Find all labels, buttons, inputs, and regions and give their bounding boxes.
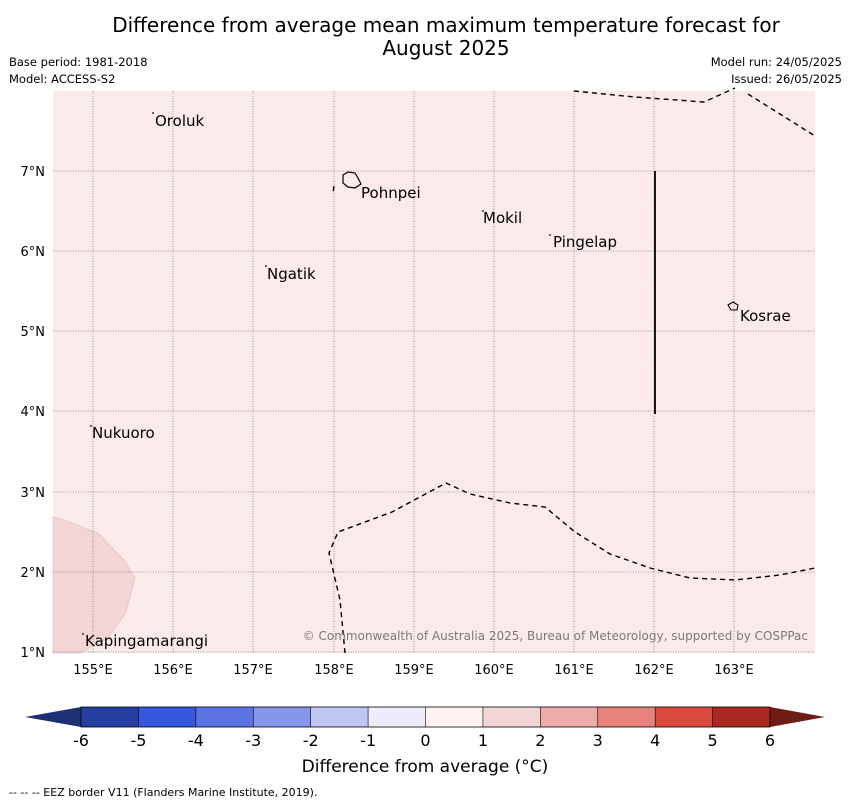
anomaly-region-0-1 bbox=[53, 91, 815, 653]
copyright-notice: © Commonwealth of Australia 2025, Bureau… bbox=[303, 629, 808, 643]
anomaly-region-1-2 bbox=[52, 516, 136, 654]
lon-label: 159°E bbox=[394, 663, 434, 678]
lat-label: 1°N bbox=[21, 646, 46, 661]
place-label-kapingamarangi: Kapingamarangi bbox=[85, 632, 208, 650]
run-info: Model run: 24/05/2025 Issued: 26/05/2025 bbox=[711, 54, 842, 88]
colorbar-extend-high bbox=[770, 707, 825, 727]
colorbar-tick-label: -1 bbox=[360, 731, 376, 750]
pohnpei-island-icon bbox=[342, 171, 362, 189]
place-label-kosrae: Kosrae bbox=[740, 307, 791, 325]
model-info: Base period: 1981-2018 Model: ACCESS-S2 bbox=[9, 54, 148, 88]
colorbar-tick-label: 6 bbox=[765, 731, 775, 750]
title-line-2: August 2025 bbox=[382, 36, 510, 60]
eez-border bbox=[328, 87, 816, 654]
base-period: Base period: 1981-2018 bbox=[9, 55, 148, 69]
atoll-markers bbox=[82, 112, 551, 635]
colorbar-tick-label: -2 bbox=[303, 731, 319, 750]
lon-label: 155°E bbox=[73, 663, 113, 678]
lon-tick-labels: 155°E 156°E 157°E 158°E 159°E 160°E 161°… bbox=[73, 663, 754, 678]
lat-label: 2°N bbox=[21, 566, 46, 581]
colorbar-tick-label: -5 bbox=[130, 731, 146, 750]
colorbar-segment bbox=[253, 707, 311, 727]
place-label-nukuoro: Nukuoro bbox=[92, 424, 155, 442]
lon-gridlines bbox=[92, 91, 735, 653]
colorbar-tick-label: -3 bbox=[245, 731, 261, 750]
colorbar-segment bbox=[597, 707, 656, 727]
model-name: Model: ACCESS-S2 bbox=[9, 72, 116, 86]
lon-label: 157°E bbox=[233, 663, 273, 678]
place-label-pingelap: Pingelap bbox=[553, 233, 617, 251]
colorbar: -6 -5 -4 -3 -2 -1 0 1 2 3 4 5 6 bbox=[25, 706, 825, 750]
colorbar-extend-low bbox=[25, 707, 81, 727]
colorbar-segment bbox=[712, 707, 771, 727]
colorbar-tick-label: 1 bbox=[478, 731, 488, 750]
colorbar-label: Difference from average (°C) bbox=[301, 757, 549, 777]
colorbar-segment bbox=[138, 707, 197, 727]
place-label-mokil: Mokil bbox=[483, 209, 522, 227]
issued-date: Issued: 26/05/2025 bbox=[731, 72, 842, 86]
lat-label: 7°N bbox=[21, 165, 46, 180]
lat-gridlines bbox=[53, 170, 815, 653]
colorbar-tick-label: -4 bbox=[188, 731, 204, 750]
map-title: Difference from average mean maximum tem… bbox=[40, 14, 850, 60]
lat-label: 5°N bbox=[21, 325, 46, 340]
lon-label: 160°E bbox=[474, 663, 514, 678]
lon-label: 162°E bbox=[634, 663, 674, 678]
lat-label: 4°N bbox=[21, 405, 46, 420]
kosrae-island-icon bbox=[727, 301, 739, 311]
colorbar-segment bbox=[425, 707, 484, 727]
lon-label: 156°E bbox=[153, 663, 193, 678]
title-line-1: Difference from average mean maximum tem… bbox=[112, 13, 780, 37]
place-labels: Oroluk Pohnpei Mokil Pingelap Ngatik Kos… bbox=[85, 112, 791, 650]
colorbar-tick-label: -6 bbox=[73, 731, 89, 750]
lat-tick-labels: 7°N 6°N 5°N 4°N 3°N 2°N 1°N bbox=[21, 165, 46, 661]
colorbar-segment bbox=[482, 707, 541, 727]
model-run: Model run: 24/05/2025 bbox=[710, 55, 842, 69]
lon-label: 158°E bbox=[314, 663, 354, 678]
colorbar-segment bbox=[81, 707, 139, 727]
lat-label: 6°N bbox=[21, 245, 46, 260]
lon-label: 161°E bbox=[554, 663, 594, 678]
place-label-pohnpei: Pohnpei bbox=[361, 184, 421, 202]
colorbar-tick-label: 4 bbox=[650, 731, 660, 750]
colorbar-segment bbox=[310, 707, 369, 727]
lon-label: 163°E bbox=[714, 663, 754, 678]
lat-label: 3°N bbox=[21, 486, 46, 501]
place-label-oroluk: Oroluk bbox=[155, 112, 204, 130]
colorbar-segment bbox=[540, 707, 599, 727]
eez-legend-note: -- -- -- EEZ border V11 (Flanders Marine… bbox=[9, 786, 318, 799]
place-label-ngatik: Ngatik bbox=[267, 265, 316, 283]
colorbar-tick-label: 3 bbox=[593, 731, 603, 750]
colorbar-tick-label: 0 bbox=[420, 731, 430, 750]
colorbar-tick-label: 5 bbox=[707, 731, 717, 750]
colorbar-segment bbox=[195, 707, 254, 727]
colorbar-segment bbox=[368, 707, 426, 727]
colorbar-tick-label: 2 bbox=[535, 731, 545, 750]
colorbar-segment bbox=[655, 707, 713, 727]
